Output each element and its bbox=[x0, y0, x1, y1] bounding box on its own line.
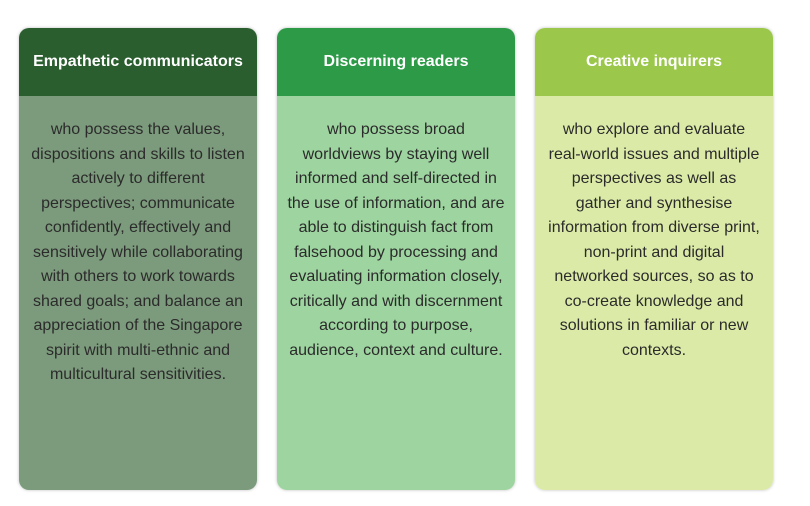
card-title: Discerning readers bbox=[277, 28, 515, 96]
card-creative-inquirers: Creative inquirers who explore and evalu… bbox=[535, 28, 773, 490]
card-title: Empathetic communicators bbox=[19, 28, 257, 96]
card-empathetic-communicators: Empathetic communicators who possess the… bbox=[19, 28, 257, 490]
card-title: Creative inquirers bbox=[535, 28, 773, 96]
card-description: who possess the values, dispositions and… bbox=[19, 96, 257, 490]
card-description: who explore and evaluate real-world issu… bbox=[535, 96, 773, 490]
card-discerning-readers: Discerning readers who possess broad wor… bbox=[277, 28, 515, 490]
card-description: who possess broad worldviews by staying … bbox=[277, 96, 515, 490]
